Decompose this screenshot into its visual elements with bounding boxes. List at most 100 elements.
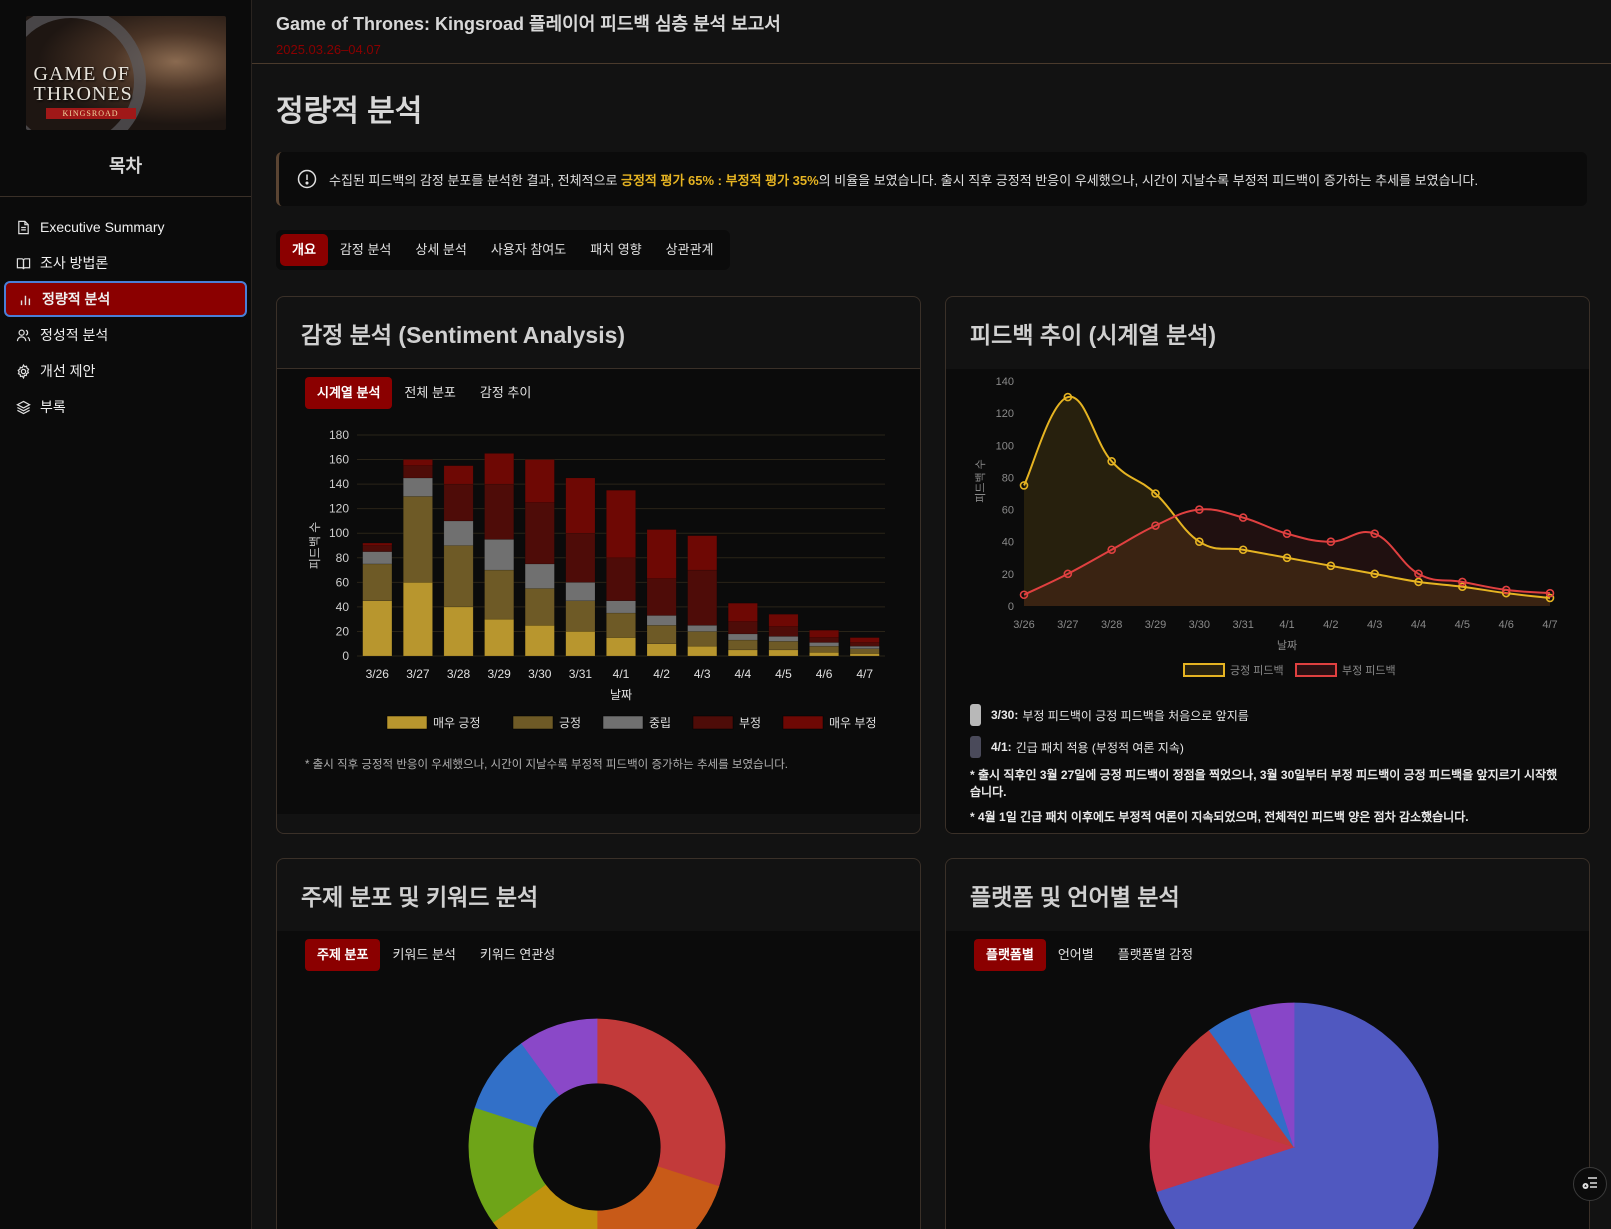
card-title: 감정 분석 (Sentiment Analysis) xyxy=(277,297,920,369)
svg-text:3/29: 3/29 xyxy=(487,667,511,681)
svg-text:60: 60 xyxy=(1002,505,1014,517)
card-title: 플랫폼 및 언어별 분석 xyxy=(970,884,1180,910)
svg-text:120: 120 xyxy=(329,502,349,516)
svg-text:20: 20 xyxy=(1002,569,1014,581)
svg-text:4/1: 4/1 xyxy=(613,667,630,681)
svg-text:80: 80 xyxy=(336,551,350,565)
subtab-platform-sentiment[interactable]: 플랫폼별 감정 xyxy=(1117,947,1194,962)
tab-patch-impact[interactable]: 패치 영향 xyxy=(590,242,642,257)
svg-text:80: 80 xyxy=(1002,472,1014,484)
sidebar-item-appendix[interactable]: 부록 xyxy=(4,389,247,425)
svg-text:3/27: 3/27 xyxy=(406,667,430,681)
gear-icon xyxy=(14,362,32,380)
marker-swatch xyxy=(970,704,981,726)
topics-card: 주제 분포 및 키워드 분석 주제 분포 키워드 분석 키워드 연관성 xyxy=(276,858,921,1229)
svg-text:40: 40 xyxy=(1002,537,1014,549)
tab-sentiment[interactable]: 감정 분석 xyxy=(339,242,392,257)
svg-text:4/4: 4/4 xyxy=(1411,619,1426,631)
subtab-keyword-analysis[interactable]: 키워드 분석 xyxy=(392,947,456,962)
alert-highlight: 긍정적 평가 65% : 부정적 평가 35% xyxy=(621,172,819,188)
sidebar-item-label: 조사 방법론 xyxy=(40,255,109,271)
alert-text-suffix: 의 비율을 보였습니다. 출시 직후 긍정적 반응이 우세했으나, 시간이 지날… xyxy=(818,172,1479,188)
alert-text: 수집된 피드백의 감정 분포를 분석한 결과, 전체적으로 긍정적 평가 65%… xyxy=(329,170,1478,189)
feedback-trend-chart: 0 20 40 60 80 100 120 140 피드백 수 3/26 3/27 3/28 3/29 3… xyxy=(970,369,1565,694)
svg-text:120: 120 xyxy=(996,408,1014,420)
svg-text:140: 140 xyxy=(996,376,1014,388)
section-tabs: 개요 감정 분석 상세 분석 사용자 참여도 패치 영향 상관관계 xyxy=(276,230,730,270)
chart-note: * 출시 직후 긍정적 반응이 우세했으나, 시간이 지날수록 부정적 피드백이… xyxy=(305,759,788,771)
tab-correlation[interactable]: 상관관계 xyxy=(665,242,714,257)
platform-pie-chart xyxy=(974,975,1561,1229)
sidebar-nav: Executive Summary 조사 방법론 정량적 분석 정성적 분석 xyxy=(0,197,251,437)
sidebar-item-methodology[interactable]: 조사 방법론 xyxy=(4,245,247,281)
subtab-distribution[interactable]: 전체 분포 xyxy=(404,385,456,400)
svg-text:4/3: 4/3 xyxy=(1367,619,1382,631)
sidebar: GAME OF THRONES KINGSROAD 목차 Executive S… xyxy=(0,0,252,1229)
svg-text:4/1: 4/1 xyxy=(1279,619,1294,631)
svg-text:3/26: 3/26 xyxy=(1013,619,1034,631)
sidebar-item-improvements[interactable]: 개선 제안 xyxy=(4,353,247,389)
sidebar-item-quantitative-analysis[interactable]: 정량적 분석 xyxy=(4,281,247,317)
info-circle-icon xyxy=(297,169,317,189)
sentiment-card: 감정 분석 (Sentiment Analysis) 시계열 분석 전체 분포 … xyxy=(276,296,921,834)
card-title: 주제 분포 및 키워드 분석 xyxy=(301,884,539,910)
svg-text:매우 긍정: 매우 긍정 xyxy=(433,716,481,730)
book-icon xyxy=(14,254,32,272)
tab-detail[interactable]: 상세 분석 xyxy=(415,242,467,257)
svg-text:0: 0 xyxy=(1008,601,1014,613)
svg-text:날짜: 날짜 xyxy=(1277,639,1297,652)
marker-text: 부정 피드백이 긍정 피드백을 처음으로 앞지름 xyxy=(1022,708,1249,723)
topics-subtabs: 주제 분포 키워드 분석 키워드 연관성 xyxy=(305,939,892,971)
svg-text:4/6: 4/6 xyxy=(1499,619,1514,631)
svg-text:40: 40 xyxy=(336,600,350,614)
svg-text:100: 100 xyxy=(996,440,1014,452)
svg-text:180: 180 xyxy=(329,428,349,442)
svg-text:3/30: 3/30 xyxy=(528,667,552,681)
subtab-keyword-correlation[interactable]: 키워드 연관성 xyxy=(479,947,556,962)
tab-engagement[interactable]: 사용자 참여도 xyxy=(490,242,567,257)
sidebar-item-label: Executive Summary xyxy=(40,219,165,235)
alert-text-prefix: 수집된 피드백의 감정 분포를 분석한 결과, 전체적으로 xyxy=(329,172,622,188)
main-content: Game of Thrones: Kingsroad 플레이어 피드백 심층 분… xyxy=(252,0,1611,1229)
sentiment-subtabs: 시계열 분석 전체 분포 감정 추이 xyxy=(305,377,892,409)
report-header: Game of Thrones: Kingsroad 플레이어 피드백 심층 분… xyxy=(252,0,1611,64)
sidebar-item-label: 정성적 분석 xyxy=(40,327,109,343)
sidebar-item-label: 정량적 분석 xyxy=(42,291,111,307)
list-settings-icon xyxy=(1582,1177,1597,1189)
svg-text:긍정: 긍정 xyxy=(559,716,581,730)
svg-text:4/7: 4/7 xyxy=(856,667,873,681)
sidebar-item-qualitative-analysis[interactable]: 정성적 분석 xyxy=(4,317,247,353)
subtab-by-platform[interactable]: 플랫폼별 xyxy=(974,939,1046,971)
svg-text:부정 피드백: 부정 피드백 xyxy=(1342,664,1396,677)
logo-banner: KINGSROAD xyxy=(45,108,136,119)
subtab-sentiment-trend[interactable]: 감정 추이 xyxy=(479,385,532,400)
game-logo: GAME OF THRONES KINGSROAD xyxy=(25,16,226,130)
stacked-bar-chart: 0 20 40 60 80 100 120 140 160 180 피드백 수 3/26 3/27 3/2… xyxy=(305,413,892,748)
svg-text:피드백 수: 피드백 수 xyxy=(974,459,987,503)
document-icon xyxy=(14,218,32,236)
report-date-range: 2025.03.26–04.07 xyxy=(276,42,381,57)
subtab-topic-distribution[interactable]: 주제 분포 xyxy=(305,939,381,971)
subtab-timeseries[interactable]: 시계열 분석 xyxy=(305,377,393,409)
topic-donut-chart xyxy=(305,975,892,1229)
page-title: 정량적 분석 xyxy=(276,95,423,128)
report-title: Game of Thrones: Kingsroad 플레이어 피드백 심층 분… xyxy=(276,14,781,34)
svg-text:3/31: 3/31 xyxy=(1232,619,1253,631)
tab-overview[interactable]: 개요 xyxy=(280,234,328,266)
trend-note-1: * 출시 직후인 3월 27일에 긍정 피드백이 정점을 찍었으나, 3월 30… xyxy=(970,768,1558,799)
svg-text:4/2: 4/2 xyxy=(653,667,670,681)
platform-subtabs: 플랫폼별 언어별 플랫폼별 감정 xyxy=(974,939,1561,971)
marker-date: 3/30: xyxy=(991,708,1019,722)
marker-note-3-30: 3/30: 부정 피드백이 긍정 피드백을 처음으로 앞지름 xyxy=(970,704,1565,726)
svg-text:긍정 피드백: 긍정 피드백 xyxy=(1230,664,1284,677)
svg-text:4/3: 4/3 xyxy=(694,667,711,681)
sidebar-item-executive-summary[interactable]: Executive Summary xyxy=(4,209,247,245)
svg-text:0: 0 xyxy=(342,649,349,663)
svg-text:4/2: 4/2 xyxy=(1323,619,1338,631)
subtab-by-language[interactable]: 언어별 xyxy=(1057,947,1094,962)
bar-chart-icon xyxy=(16,290,34,308)
svg-text:4/7: 4/7 xyxy=(1542,619,1557,631)
trend-card: 피드백 추이 (시계열 분석) 0 20 40 60 80 100 120 140 피드백 수 3… xyxy=(945,296,1590,834)
svg-text:3/26: 3/26 xyxy=(366,667,390,681)
toc-toggle-button[interactable] xyxy=(1573,1167,1607,1201)
